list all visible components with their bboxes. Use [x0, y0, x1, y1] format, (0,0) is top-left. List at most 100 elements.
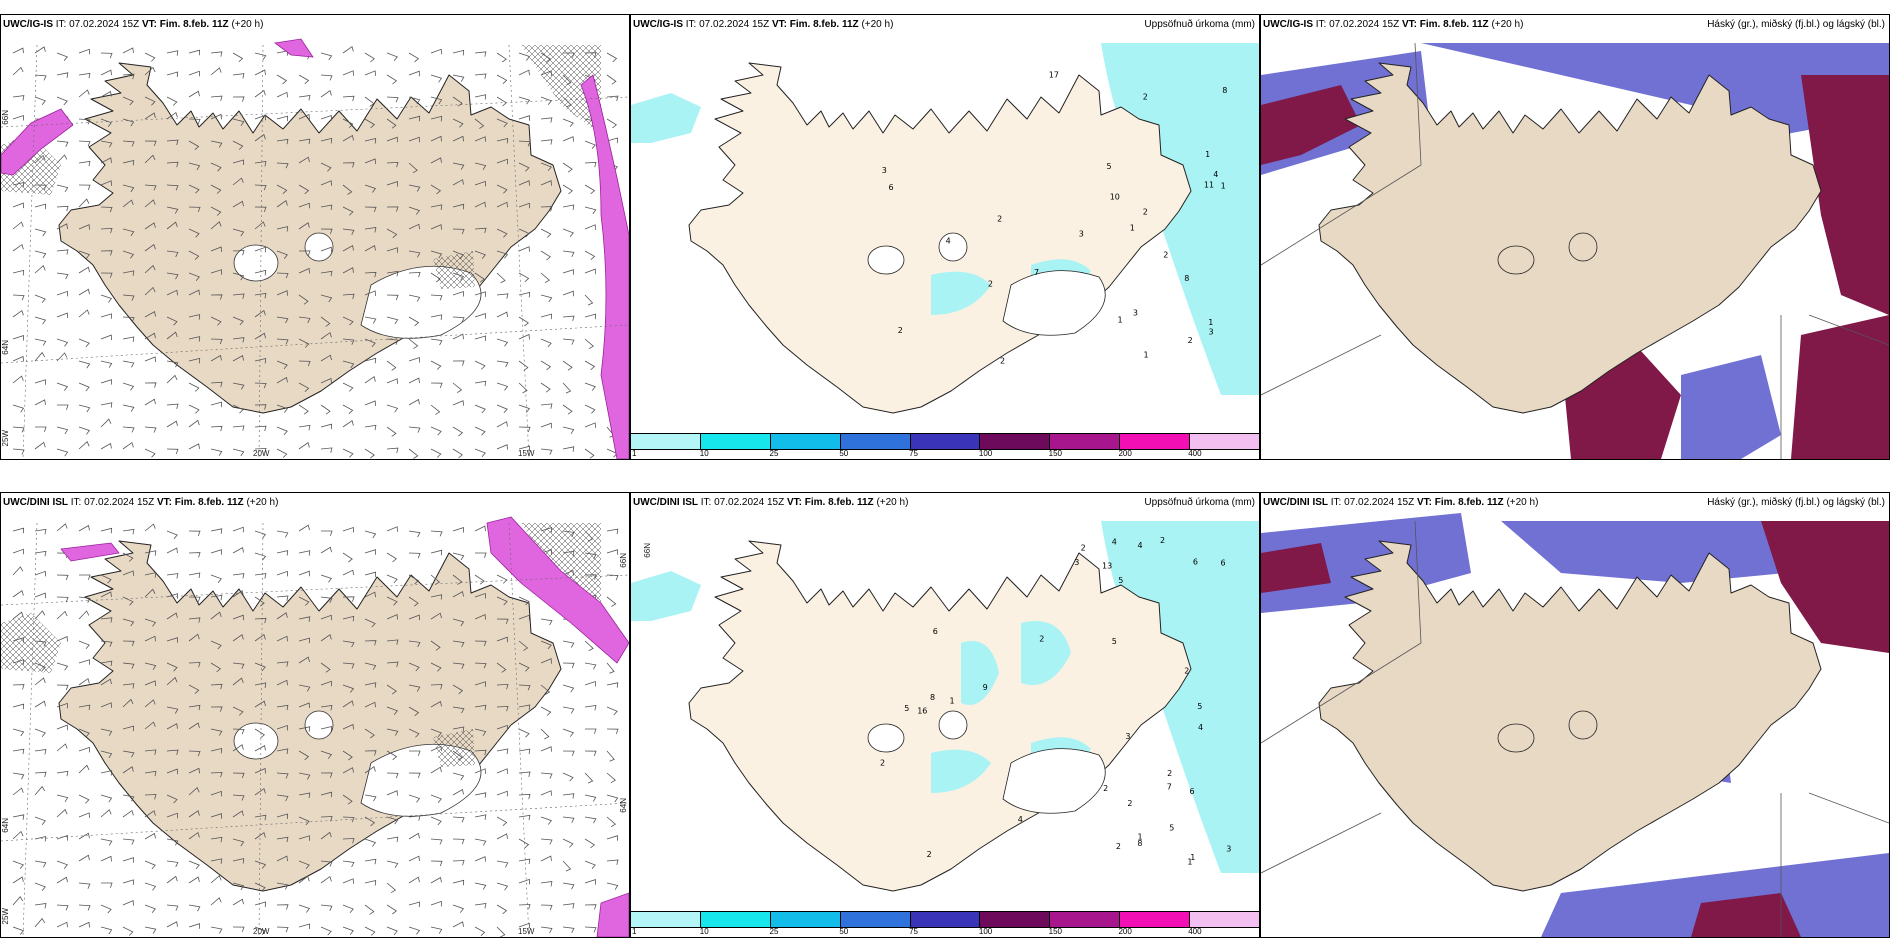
model-name: UWC/IG-IS	[3, 19, 53, 30]
wind-barb	[166, 768, 178, 775]
wind-barb	[386, 74, 398, 85]
wind-barb	[210, 113, 222, 120]
glacier-outline	[938, 710, 968, 740]
wind-barb	[496, 705, 509, 712]
precip-value: 2	[880, 759, 885, 768]
wind-barb	[298, 904, 311, 913]
wind-barb	[474, 525, 486, 532]
wind-barb	[386, 614, 398, 620]
cloud-map	[1261, 42, 1889, 459]
wind-barb	[518, 793, 531, 800]
wind-barb	[100, 294, 113, 303]
wind-barb	[606, 859, 619, 865]
wind-barb	[496, 118, 508, 128]
wind-barb	[452, 96, 463, 107]
wind-barb	[452, 316, 465, 323]
model-name: UWC/DINI ISL	[1263, 497, 1328, 508]
wind-barb	[144, 264, 156, 274]
precip-value: 8	[1137, 839, 1142, 848]
wind-barb	[430, 360, 442, 370]
wind-barb	[518, 426, 531, 433]
wind-barb	[232, 926, 245, 932]
lead-time: (+20 h)	[246, 497, 279, 508]
vt-label: VT:	[1401, 19, 1417, 30]
wind-barb	[144, 66, 156, 76]
wind-barb	[452, 228, 465, 235]
wind-barb	[12, 611, 24, 620]
precip-value: 4	[1198, 723, 1203, 732]
wind-barb	[409, 750, 421, 756]
wind-barb	[254, 926, 266, 935]
wind-barb	[452, 49, 465, 56]
wind-barb	[562, 404, 573, 415]
wind-barb	[100, 206, 113, 213]
wind-barb	[144, 550, 157, 556]
wind-barb	[518, 684, 531, 691]
wind-barb	[386, 552, 397, 563]
wind-barb	[56, 426, 69, 435]
wind-barb	[584, 268, 596, 275]
wind-barb	[188, 228, 200, 238]
wind-barb	[320, 875, 332, 884]
wind-barb	[342, 838, 355, 844]
wind-barb	[562, 728, 575, 737]
wind-barb	[100, 418, 112, 428]
wind-barb	[386, 661, 399, 668]
wind-barb	[276, 200, 288, 208]
wind-barb	[100, 926, 113, 935]
wind-barb	[78, 309, 90, 318]
wind-barb	[452, 400, 464, 406]
wind-barb	[430, 900, 442, 907]
wind-barb	[320, 546, 332, 554]
precip-value: 6	[889, 183, 894, 192]
wind-barb	[12, 448, 25, 455]
wind-barb	[100, 574, 112, 584]
init-time: 07.02.2024 15Z	[84, 497, 155, 508]
wind-barb	[386, 750, 398, 761]
wind-barb	[320, 791, 333, 798]
wind-barb	[342, 360, 355, 369]
wind-barb	[364, 424, 377, 431]
init-time: 07.02.2024 15Z	[1329, 19, 1400, 30]
wind-barb	[34, 351, 46, 362]
sea-ice-band	[486, 516, 629, 664]
wind-barb	[452, 772, 465, 781]
wind-barb	[78, 382, 90, 392]
wind-barb	[232, 250, 245, 256]
wind-barb	[496, 293, 509, 299]
wind-barb	[232, 52, 244, 63]
wind-barb	[408, 552, 421, 559]
wind-barb	[386, 882, 397, 894]
wind-barb	[584, 161, 597, 168]
wind-barb	[562, 269, 574, 275]
wind-barb	[298, 816, 310, 826]
panel-title: UWC/DINI ISL IT: 07.02.2024 15Z VT: Fim.…	[1263, 497, 1538, 508]
wind-barb	[232, 73, 245, 79]
graticule	[1, 44, 629, 459]
iceland-landmass	[1318, 540, 1822, 892]
wind-barb	[276, 115, 289, 122]
lead-time: (+20 h)	[231, 19, 264, 30]
glacier-patch	[304, 232, 334, 262]
wind-barb	[342, 118, 354, 128]
legend-swatch	[631, 912, 701, 927]
wind-barb	[166, 676, 178, 686]
wind-barb	[144, 860, 156, 870]
wind-barb	[452, 552, 465, 561]
legend-tick-label: 1	[632, 927, 637, 936]
wind-barb	[474, 814, 487, 820]
wind-barb	[276, 226, 289, 232]
high-cloud-area	[1681, 355, 1781, 459]
wind-barb	[584, 313, 597, 320]
wind-barb	[298, 294, 309, 305]
wind-barb	[34, 917, 46, 928]
wind-barb	[100, 69, 112, 76]
wind-barb	[474, 404, 486, 414]
wind-barb	[100, 140, 113, 148]
wind-barb	[452, 162, 465, 170]
wind-barb	[100, 770, 113, 776]
wind-barb	[584, 705, 597, 711]
wind-barb	[474, 227, 487, 234]
wind-barb	[232, 382, 245, 390]
